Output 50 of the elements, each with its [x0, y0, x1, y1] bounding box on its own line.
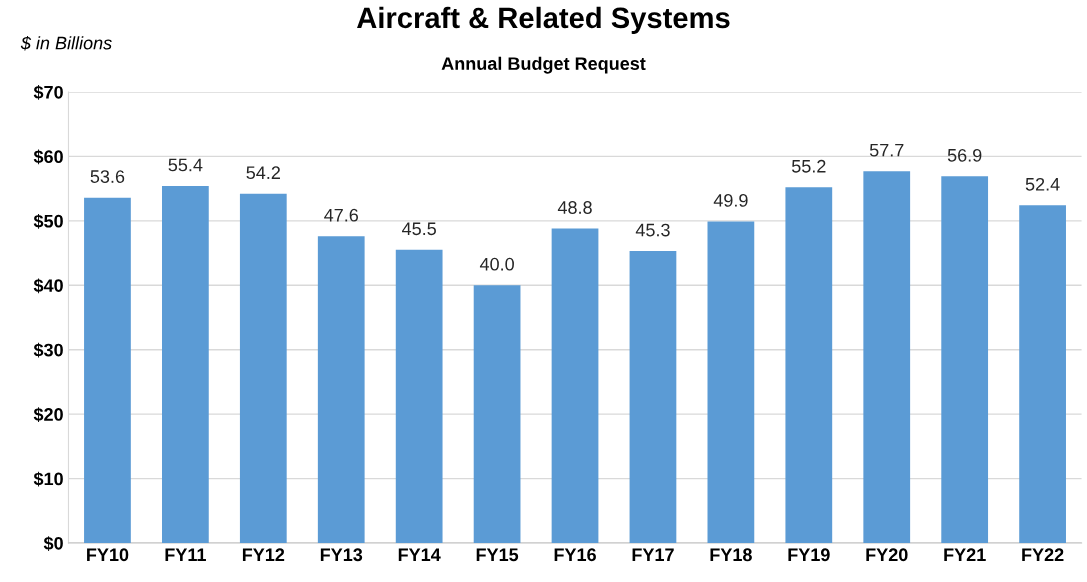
x-tick-label: FY21	[944, 548, 986, 561]
chart-title: Aircraft & Related Systems	[357, 6, 730, 34]
x-tick-label: FY13	[320, 548, 363, 562]
y-axis-title: $ in Billions	[20, 35, 112, 51]
chart-subtitle: Annual Budget Request	[441, 56, 646, 74]
bar	[551, 228, 599, 544]
x-tick-label: FY22	[1022, 548, 1064, 561]
x-tick-label: FY14	[398, 548, 441, 561]
y-tick-label: $10	[33, 471, 63, 487]
x-tick-label: FY12	[242, 548, 285, 561]
data-label: 49.9	[713, 194, 748, 207]
x-tick-label: FY11	[165, 548, 206, 561]
bar	[1019, 205, 1066, 544]
data-label: 55.4	[168, 158, 203, 172]
y-tick-label: $0	[43, 536, 63, 551]
data-label: 55.2	[791, 159, 826, 173]
data-label: 45.3	[635, 223, 670, 237]
data-label: 56.9	[947, 148, 982, 162]
data-label: 54.2	[246, 166, 280, 180]
bar	[239, 193, 287, 544]
bar	[629, 251, 677, 544]
bar	[84, 197, 131, 544]
x-tick-label: FY10	[87, 548, 129, 562]
data-label: 45.5	[402, 222, 436, 236]
x-tick-label: FY18	[710, 548, 752, 562]
x-tick-label: FY20	[866, 548, 908, 562]
y-tick-label: $40	[33, 278, 63, 294]
data-label: 57.7	[869, 143, 904, 157]
data-label: 40.0	[479, 257, 514, 271]
x-tick-label: FY15	[476, 548, 519, 562]
bar	[941, 176, 989, 544]
x-tick-label: FY17	[632, 548, 674, 561]
y-tick-label: $60	[33, 149, 63, 165]
data-label: 48.8	[557, 201, 592, 214]
y-tick-label: $70	[33, 85, 63, 100]
y-tick-label: $20	[33, 407, 63, 423]
bar	[395, 249, 443, 544]
bar	[162, 186, 209, 544]
y-tick-label: $50	[33, 213, 63, 229]
bar	[473, 285, 521, 544]
data-label: 52.4	[1025, 177, 1060, 191]
bar	[317, 236, 365, 544]
data-label: 53.6	[90, 170, 125, 183]
bar	[785, 187, 833, 544]
bar	[863, 171, 911, 544]
y-tick-label: $30	[33, 342, 63, 358]
data-label: 47.6	[324, 208, 359, 222]
x-tick-label: FY19	[788, 548, 830, 562]
bar	[707, 221, 755, 544]
x-tick-label: FY16	[554, 548, 596, 562]
